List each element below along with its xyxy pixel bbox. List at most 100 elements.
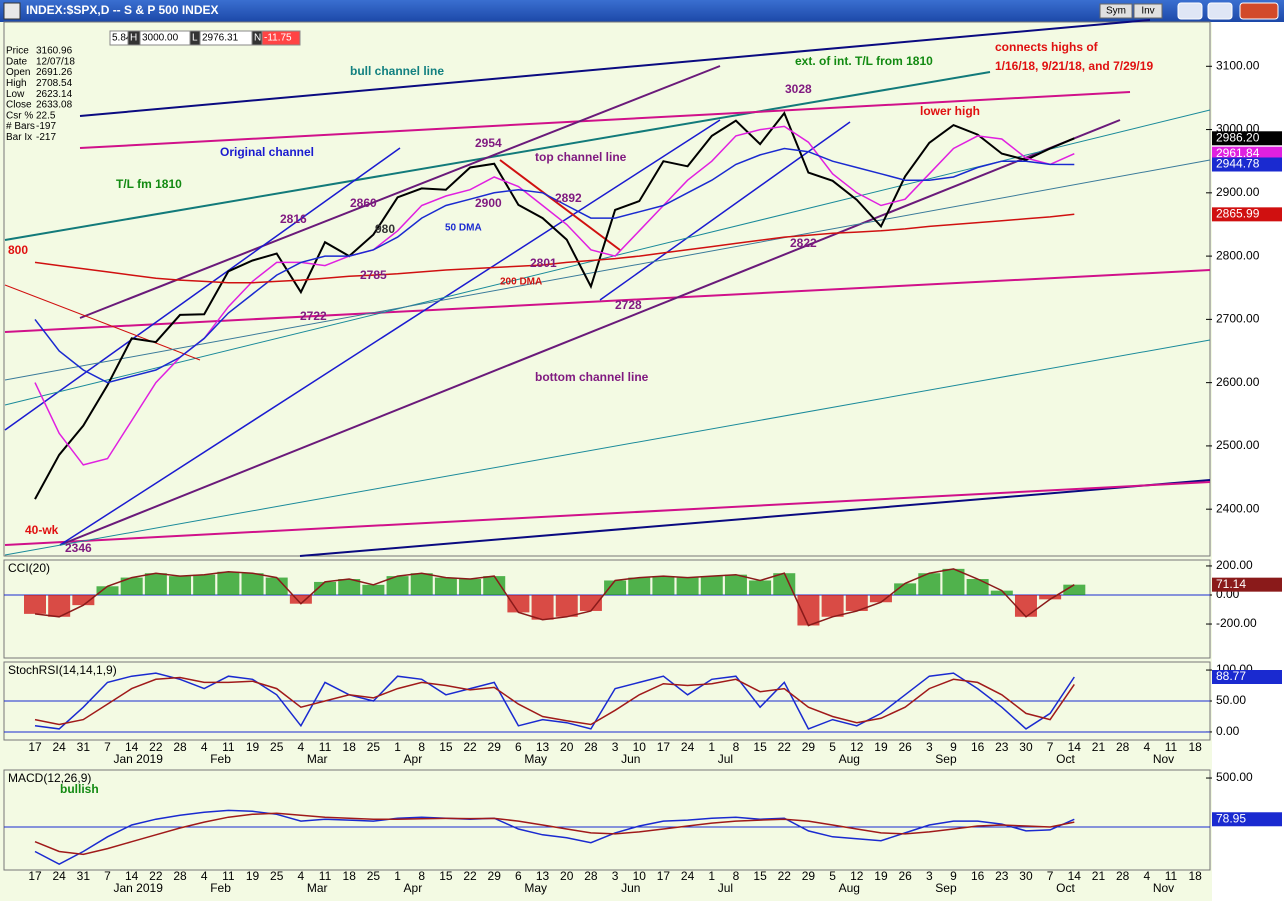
x-tick-label: 4: [1143, 740, 1150, 754]
series-name: 200 DMA: [500, 277, 542, 288]
x-tick-label: 18: [1188, 740, 1202, 754]
x-tick-label: 30: [1019, 869, 1033, 883]
annotation: 2954: [475, 136, 502, 150]
trend-line: [59, 119, 721, 546]
sym-label[interactable]: Sym: [1106, 6, 1126, 17]
bar: [749, 580, 772, 595]
x-tick-label: 14: [125, 869, 139, 883]
last-value-label: 88.77: [1216, 669, 1246, 683]
last-value-box: [1212, 157, 1282, 172]
x-tick-label: 15: [753, 740, 767, 754]
bar: [555, 594, 578, 617]
info-value: -197: [36, 121, 56, 132]
x-tick-label: 28: [173, 740, 187, 754]
annotation: 2900: [475, 196, 502, 210]
month-label: Nov: [1153, 881, 1174, 895]
x-tick-label: 29: [802, 740, 816, 754]
month-label: May: [524, 752, 547, 766]
bar: [459, 579, 482, 595]
y-tick-label: 2900.00: [1216, 185, 1260, 199]
info-label: # Bars: [6, 121, 35, 132]
x-tick-label: 16: [971, 869, 985, 883]
series-line: [34, 812, 1075, 856]
close-button[interactable]: [1239, 2, 1279, 20]
month-label: Feb: [210, 752, 231, 766]
app-icon: [3, 2, 21, 20]
panel-frame: [3, 21, 1211, 557]
x-tick-label: 16: [971, 740, 985, 754]
y-tick-label: 50.00: [1216, 693, 1246, 707]
x-tick-label: 20: [560, 869, 574, 883]
x-tick-label: 4: [298, 869, 305, 883]
bar: [1063, 584, 1086, 595]
x-tick-label: 11: [222, 869, 235, 883]
x-tick-label: 11: [319, 869, 332, 883]
bar: [579, 594, 602, 611]
bar: [265, 577, 288, 595]
month-label: Jun: [621, 752, 640, 766]
y-tick-label: -200.00: [1216, 616, 1257, 630]
series-name: 50 DMA: [445, 223, 482, 234]
info-value: 3160.96: [36, 46, 73, 57]
bar: [483, 576, 506, 595]
annotation: 980: [375, 222, 395, 236]
x-tick-label: 1: [394, 740, 401, 754]
x-tick-label: 10: [633, 869, 647, 883]
bar: [507, 594, 530, 613]
trend-line: [4, 159, 1211, 381]
title-bar: [0, 0, 1284, 22]
bar: [652, 576, 675, 595]
annotation: bullish: [60, 782, 99, 796]
bar: [773, 573, 796, 595]
x-tick-label: 28: [584, 869, 598, 883]
x-tick-label: 22: [778, 740, 792, 754]
x-tick-label: 19: [246, 740, 260, 754]
x-tick-label: 30: [1019, 740, 1033, 754]
month-label: Oct: [1056, 752, 1075, 766]
inv-button[interactable]: [1133, 3, 1163, 19]
annotation: 2346: [65, 541, 92, 555]
annotation: 2785: [360, 268, 387, 282]
annotation: 2801: [530, 256, 557, 270]
annotation: 2822: [790, 236, 817, 250]
quote-text: 2976.31: [202, 33, 239, 44]
x-tick-label: 6: [515, 740, 522, 754]
inv-label[interactable]: Inv: [1141, 6, 1154, 17]
info-label: Low: [6, 89, 25, 100]
annotation: 3028: [785, 82, 812, 96]
bar: [338, 579, 361, 595]
x-tick-label: 3: [612, 869, 619, 883]
info-label: Price: [6, 46, 29, 57]
month-label: Sep: [935, 752, 957, 766]
x-tick-label: 9: [950, 869, 957, 883]
x-tick-label: 18: [1188, 869, 1202, 883]
x-tick-label: 14: [1068, 740, 1082, 754]
trend-line: [4, 481, 1211, 546]
annotation: bull channel line: [350, 64, 444, 78]
info-label: High: [6, 78, 27, 89]
x-tick-label: 28: [173, 869, 187, 883]
x-tick-label: 11: [1165, 740, 1178, 754]
x-tick-label: 22: [778, 869, 792, 883]
x-tick-label: 24: [52, 869, 66, 883]
month-label: Jul: [718, 752, 733, 766]
last-value-box: [1212, 812, 1282, 827]
x-tick-label: 26: [898, 869, 912, 883]
bar: [48, 594, 71, 617]
quote-text: N: [254, 33, 261, 44]
month-label: Mar: [307, 752, 328, 766]
month-label: Apr: [404, 752, 423, 766]
x-tick-label: 8: [733, 869, 740, 883]
info-value: 22.5: [36, 110, 56, 121]
maximize-button[interactable]: [1207, 2, 1233, 20]
month-label: Aug: [839, 881, 860, 895]
annotation: connects highs of: [995, 40, 1099, 54]
x-tick-label: 11: [1165, 869, 1178, 883]
x-tick-label: 17: [28, 869, 42, 883]
trend-line: [4, 284, 201, 361]
last-value-box: [1212, 577, 1282, 592]
bar: [918, 573, 941, 595]
minimize-button[interactable]: [1177, 2, 1203, 20]
sym-button[interactable]: [1099, 3, 1133, 19]
